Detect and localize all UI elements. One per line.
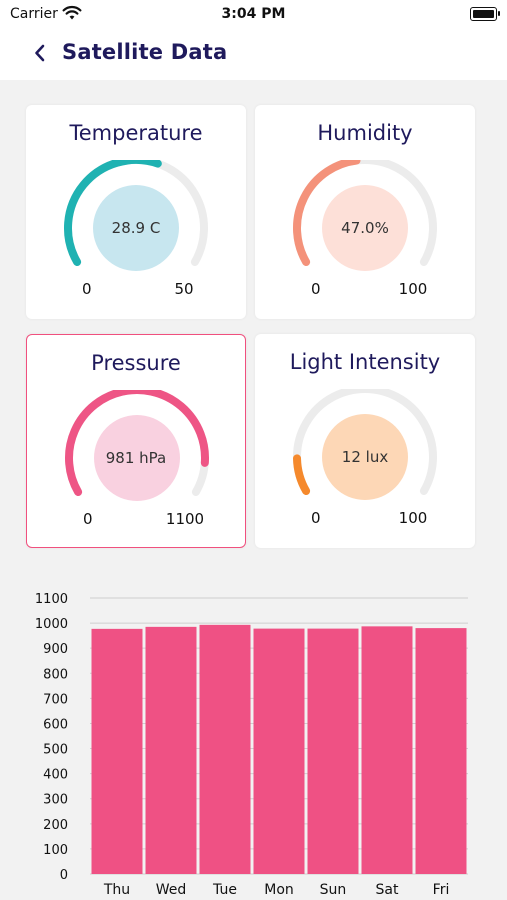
gauge-center-circle [322,185,408,271]
x-tick-label: Thu [103,882,130,898]
y-tick-label: 600 [43,717,68,732]
y-tick-label: 700 [43,692,68,707]
gauge-track [293,389,437,495]
y-tick-label: 500 [43,743,68,758]
gauge-center-circle [322,414,408,500]
battery-icon [470,7,500,21]
gauge-progress-arc [65,390,209,496]
gauge-progress-arc [293,454,311,495]
temperature-label: Temperature [69,121,203,145]
temperature-max: 50 [174,280,194,298]
light-intensity-label: Light Intensity [289,350,441,374]
bar-thu[interactable] [91,628,143,874]
light-intensity-card[interactable]: Light Intensity 12 lux 0 100 [255,334,475,548]
x-tick-label: Fri [433,882,450,898]
x-tick-label: Sun [320,882,347,898]
y-tick-label: 1000 [35,617,68,632]
pressure-value: 981 hPa [105,449,167,467]
x-tick-label: Tue [212,882,237,898]
light-intensity-min: 0 [311,509,321,527]
pressure-card[interactable]: Pressure 981 hPa 0 1100 [26,334,246,548]
temperature-min: 0 [82,280,92,298]
gauge-center-circle [93,185,179,271]
humidity-label: Humidity [317,121,413,145]
pressure-min: 0 [83,510,93,528]
temperature-gauge [64,160,208,271]
x-tick-label: Wed [156,882,187,898]
y-tick-label: 200 [43,818,68,833]
light-intensity-max: 100 [398,509,428,527]
bar-mon[interactable] [253,628,305,874]
bar-sun[interactable] [307,628,359,874]
clock: 3:04 PM [221,6,286,22]
x-tick-label: Mon [264,882,294,898]
humidity-card[interactable]: Humidity 47.0% 0 100 [255,105,475,319]
y-tick-label: 300 [43,793,68,808]
light-intensity-gauge [293,389,437,500]
navigation-bar: Satellite Data [0,30,507,80]
bar-fri[interactable] [415,628,467,874]
back-chevron-icon[interactable] [28,40,54,66]
y-tick-label: 100 [43,843,68,858]
humidity-max: 100 [398,280,428,298]
temperature-value: 28.9 C [111,219,161,237]
y-tick-label: 0 [60,868,68,883]
bar-sat[interactable] [361,626,413,874]
gauge-progress-arc [64,160,162,266]
bar-wed[interactable] [145,626,197,874]
x-tick-label: Sat [376,882,399,898]
y-tick-label: 800 [43,667,68,682]
bar-tue[interactable] [199,624,251,874]
top-bar: Carrier 3:04 PM Satellite Data [0,0,507,80]
gauge-center-circle [94,415,180,501]
humidity-gauge [293,160,437,271]
light-intensity-value: 12 lux [341,448,389,466]
y-tick-label: 400 [43,768,68,783]
carrier-label: Carrier [10,6,58,22]
status-bar: Carrier 3:04 PM [0,0,507,30]
gauge-progress-arc [293,160,361,266]
y-tick-label: 900 [43,642,68,657]
page-title: Satellite Data [62,40,228,64]
pressure-gauge [65,390,209,501]
pressure-label: Pressure [91,351,181,375]
humidity-value: 47.0% [341,219,389,237]
humidity-min: 0 [311,280,321,298]
wifi-icon [62,5,82,25]
temperature-card[interactable]: Temperature 28.9 C 0 50 [26,105,246,319]
y-tick-label: 1100 [35,592,68,607]
pressure-max: 1100 [165,510,205,528]
pressure-bar-chart: 0 100 200 300 400 500 600 700 800 900 1000 1100 Thu W… [35,592,468,898]
